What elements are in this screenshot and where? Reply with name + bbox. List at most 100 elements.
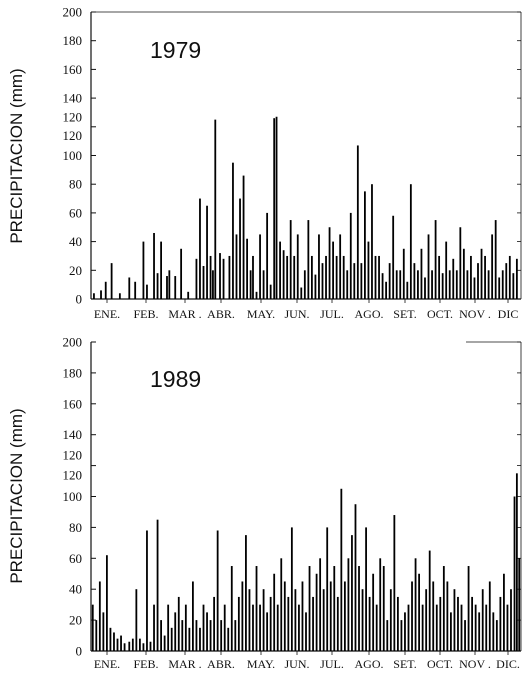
bar bbox=[382, 566, 385, 651]
bar bbox=[153, 232, 155, 299]
x-tick-label: ABR. bbox=[207, 307, 235, 321]
bar bbox=[142, 643, 145, 651]
bar bbox=[269, 284, 272, 299]
bar bbox=[462, 248, 465, 299]
bar bbox=[396, 596, 399, 651]
bar bbox=[409, 184, 412, 299]
bar bbox=[395, 270, 398, 299]
bar bbox=[414, 558, 417, 651]
bar bbox=[168, 270, 171, 299]
bar bbox=[471, 596, 474, 651]
bar bbox=[163, 635, 166, 651]
bar bbox=[368, 596, 371, 651]
bar bbox=[364, 191, 366, 299]
bar bbox=[342, 255, 345, 299]
bar bbox=[388, 263, 391, 299]
bar bbox=[329, 581, 332, 651]
bar bbox=[135, 589, 138, 651]
bar bbox=[442, 566, 445, 651]
bar bbox=[326, 527, 329, 651]
bar bbox=[91, 604, 94, 651]
bar bbox=[491, 234, 494, 299]
bar bbox=[280, 558, 283, 651]
bar bbox=[478, 612, 481, 651]
x-tick-label: JUL. bbox=[320, 307, 344, 321]
bar bbox=[453, 589, 456, 651]
bar bbox=[212, 270, 214, 299]
bar bbox=[445, 241, 448, 299]
bar bbox=[245, 535, 247, 651]
bar bbox=[120, 635, 122, 651]
bar bbox=[375, 604, 378, 651]
bar bbox=[255, 291, 258, 299]
bar bbox=[153, 604, 155, 651]
bar bbox=[487, 270, 490, 299]
bar bbox=[300, 287, 303, 299]
bar bbox=[289, 220, 292, 299]
y-tick-label: 160 bbox=[63, 62, 83, 77]
bar bbox=[360, 263, 363, 299]
bar bbox=[303, 270, 306, 299]
x-tick-label: AGO. bbox=[355, 307, 384, 321]
bar bbox=[227, 627, 230, 651]
x-tick-label: MAR . bbox=[168, 657, 201, 671]
chart-1979: PRECIPITACION (mm) 1979 0 20 40 60 80 100 120 1… bbox=[7, 5, 522, 321]
y-tick-label: 40 bbox=[69, 234, 82, 249]
bar bbox=[389, 589, 392, 651]
bar bbox=[262, 589, 265, 651]
bar bbox=[255, 566, 258, 651]
bar bbox=[343, 581, 346, 651]
chart-1989: PRECIPITACION (mm) 1989 0 20 40 60 80 100 120 1… bbox=[7, 335, 522, 671]
bar bbox=[293, 255, 296, 299]
bar bbox=[239, 198, 241, 299]
bar bbox=[358, 566, 360, 651]
bar bbox=[252, 255, 254, 299]
bar bbox=[266, 612, 269, 651]
bar bbox=[464, 620, 466, 651]
bar bbox=[167, 604, 170, 651]
bar bbox=[393, 515, 396, 651]
bar bbox=[407, 604, 410, 651]
bar bbox=[512, 273, 515, 299]
bar bbox=[400, 620, 403, 651]
bar bbox=[290, 527, 293, 651]
x-tick-label: SET. bbox=[393, 657, 416, 671]
bar bbox=[477, 263, 479, 299]
bar bbox=[404, 612, 406, 651]
bar bbox=[232, 162, 234, 299]
bar bbox=[242, 175, 245, 299]
bar bbox=[518, 558, 521, 651]
bar bbox=[492, 612, 495, 651]
bar bbox=[506, 604, 509, 651]
bar bbox=[138, 638, 141, 651]
x-tick-label: ENE. bbox=[94, 657, 120, 671]
bar bbox=[505, 263, 508, 299]
bar bbox=[259, 234, 261, 299]
bar bbox=[305, 612, 307, 651]
bar bbox=[318, 234, 320, 299]
bar bbox=[174, 276, 177, 299]
bar bbox=[282, 250, 285, 299]
bar bbox=[467, 566, 470, 651]
bar bbox=[296, 234, 299, 299]
y-tick-label: 0 bbox=[76, 644, 83, 659]
bar bbox=[425, 589, 428, 651]
bar bbox=[339, 234, 342, 299]
bar bbox=[248, 589, 251, 651]
bar bbox=[356, 145, 359, 299]
bar bbox=[325, 255, 327, 299]
bar bbox=[252, 604, 254, 651]
bar bbox=[381, 273, 384, 299]
bar bbox=[184, 604, 187, 651]
bar bbox=[310, 255, 313, 299]
bar bbox=[237, 596, 240, 651]
bar bbox=[170, 627, 173, 651]
x-tick-label: SET. bbox=[393, 307, 416, 321]
bar bbox=[503, 573, 505, 651]
bar bbox=[235, 234, 238, 299]
bar bbox=[192, 581, 194, 651]
bar bbox=[466, 270, 469, 299]
bar bbox=[399, 270, 402, 299]
bar bbox=[206, 612, 208, 651]
bar bbox=[195, 620, 198, 651]
